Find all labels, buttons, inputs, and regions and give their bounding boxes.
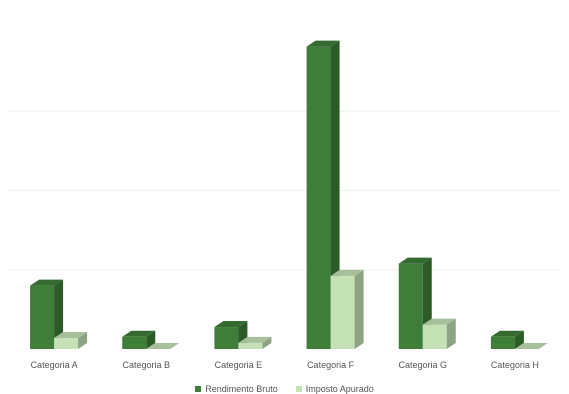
legend: Rendimento Bruto Imposto Apurado [0,384,569,394]
category-label: Categoria E [215,360,263,370]
category-label: Categoria A [31,360,78,370]
bar-rendimento-bruto-categoria-b [122,330,156,349]
legend-swatch-rendimento-bruto [195,386,202,392]
bar-imposto-apurado-categoria-a [54,332,88,349]
bar-imposto-apurado-categoria-f [330,269,364,349]
bar-imposto-apurado-categoria-g [422,318,456,349]
bar-imposto-apurado-categoria-h [514,343,548,349]
category-label: Categoria B [122,360,170,370]
category-label: Categoria G [398,360,447,370]
bar-rendimento-bruto-categoria-h [490,330,524,349]
category-label: Categoria H [491,360,539,370]
legend-swatch-imposto-apurado [295,386,302,392]
category-labels: Categoria A Categoria B Categoria E Categor… [31,360,539,370]
bars [30,40,548,349]
bar-rendimento-bruto-categoria-f [306,40,340,349]
gridlines [8,110,561,271]
bar-imposto-apurado-categoria-e [238,336,272,349]
bar-rendimento-bruto-categoria-a [30,279,64,349]
bar-imposto-apurado-categoria-b [146,343,180,349]
legend-label-rendimento-bruto: Rendimento Bruto [205,384,278,394]
legend-item-imposto-apurado: Imposto Apurado [295,384,374,394]
category-label: Categoria F [307,360,355,370]
legend-item-rendimento-bruto: Rendimento Bruto [195,384,278,394]
legend-label-imposto-apurado: Imposto Apurado [305,384,374,394]
